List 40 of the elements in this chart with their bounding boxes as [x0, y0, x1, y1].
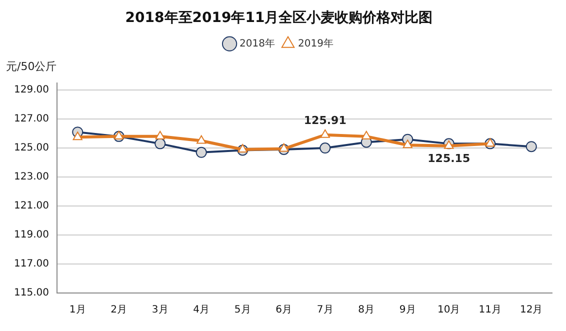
x-tick-label: 3月	[152, 304, 168, 316]
y-tick-label: 129.00	[14, 84, 49, 96]
data-label: 125.91	[304, 114, 346, 128]
x-tick-label: 8月	[358, 304, 375, 316]
point	[155, 130, 165, 140]
x-tick-label: 10月	[438, 304, 460, 316]
x-tick-label: 1月	[69, 304, 86, 316]
y-tick-label: 115.00	[14, 288, 49, 299]
x-tick-label: 12月	[520, 304, 543, 316]
data-label: 125.15	[428, 152, 470, 166]
point	[196, 146, 207, 158]
x-tick-label: 9月	[399, 304, 416, 316]
x-tick-label: 7月	[316, 304, 334, 316]
point	[320, 129, 330, 138]
point	[154, 138, 166, 150]
point	[402, 140, 412, 148]
x-tick-label: 11月	[478, 304, 502, 316]
point	[320, 142, 331, 154]
point	[72, 132, 82, 140]
point	[485, 138, 495, 147]
y-tick-label: 117.00	[14, 258, 49, 270]
y-tick-label: 125.00	[14, 142, 49, 154]
point	[526, 141, 537, 152]
point	[114, 130, 124, 140]
point	[279, 143, 289, 152]
x-tick-label: 6月	[276, 304, 292, 316]
x-tick-label: 4月	[193, 304, 210, 316]
point	[238, 144, 248, 152]
point	[196, 135, 206, 144]
x-tick-label: 5月	[234, 304, 251, 316]
y-tick-label: 119.00	[14, 230, 49, 241]
y-axis-title: 元/50公斤	[6, 60, 57, 74]
y-tick-label: 127.00	[14, 114, 49, 125]
legend-label: 2018年	[240, 37, 276, 50]
y-tick-label: 123.00	[14, 172, 49, 183]
y-tick-label: 121.00	[14, 200, 49, 212]
legend-label: 2019年	[298, 37, 334, 50]
x-tick-label: 2月	[110, 304, 128, 316]
chart-title: 2018年至2019年11月全区小麦收购价格对比图	[125, 10, 433, 26]
point	[362, 130, 372, 140]
